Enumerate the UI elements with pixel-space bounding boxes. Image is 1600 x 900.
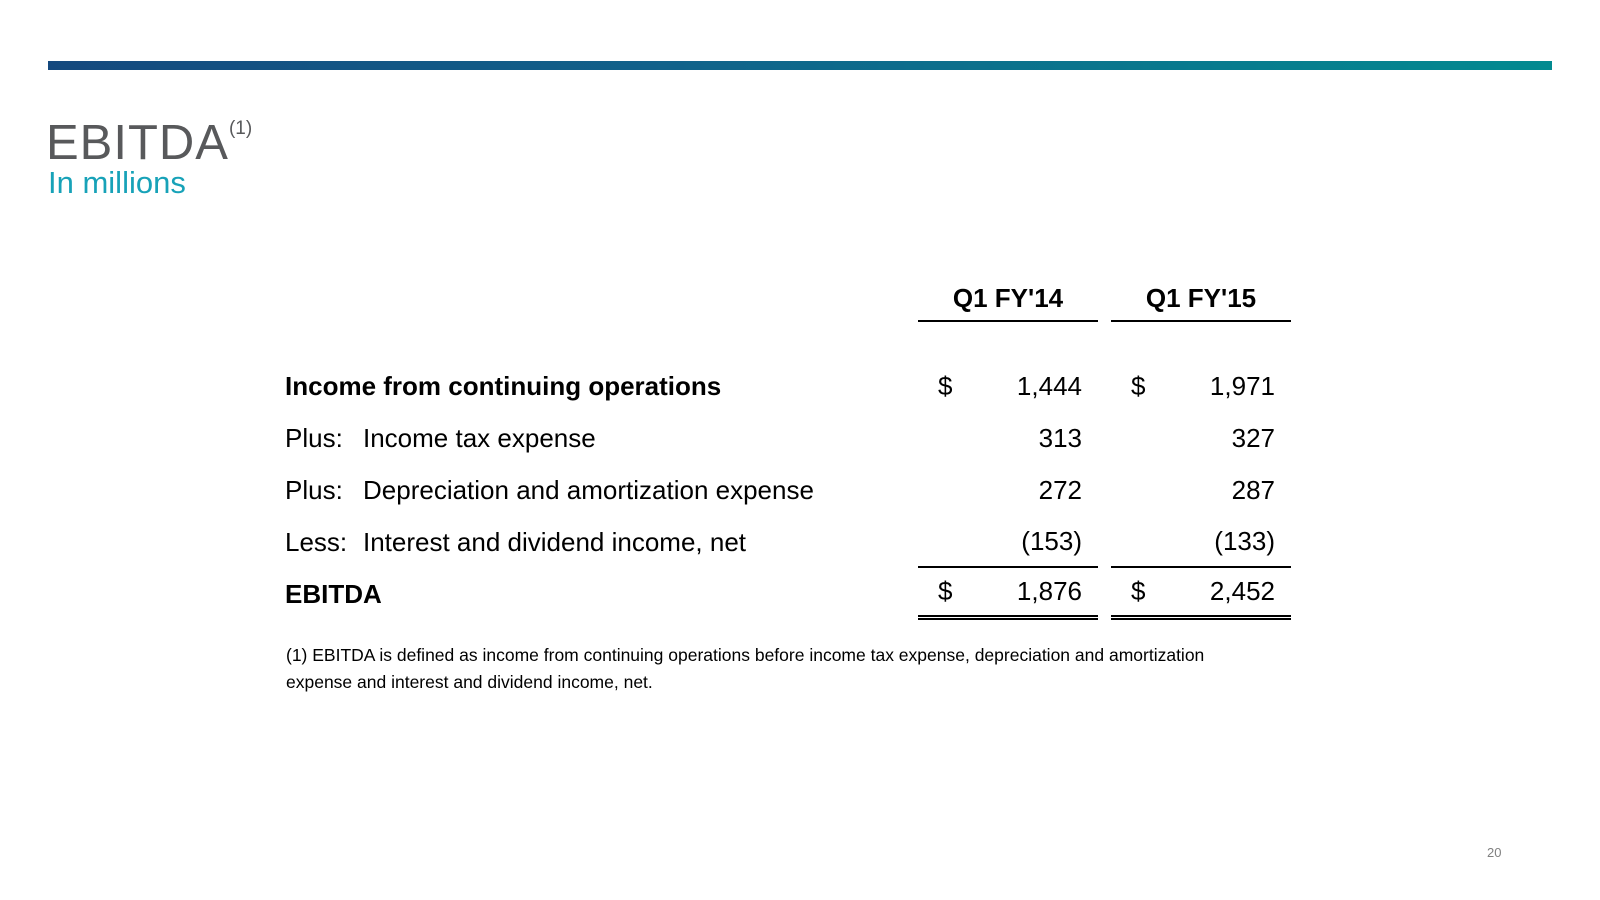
row-label: Income from continuing operations [285,370,722,401]
accent-gradient-bar [48,61,1552,70]
cell-value: 1,444 [1016,370,1082,401]
cell-value: 2,452 [1209,576,1275,606]
subtitle: In millions [48,165,186,200]
table-row: Plus: Income tax expense 313 327 [285,412,1291,464]
ebitda-table: Q1 FY'14 Q1 FY'15 Income from continuing… [285,274,1291,620]
row-prefix: Plus: [285,422,343,453]
table-row: Income from continuing operations $1,444… [285,360,1291,412]
cell-fy14: $1,444 [918,360,1098,412]
row-prefix: Less: [285,526,348,557]
cell-fy14: 313 [918,412,1098,464]
column-header-q1fy15: Q1 FY'15 [1111,274,1291,322]
cell-fy15: 287 [1111,464,1291,516]
table-row-total: EBITDA $1,876 $2,452 [285,568,1291,620]
table-header-row: Q1 FY'14 Q1 FY'15 [285,274,1291,322]
cell-value: 313 [1038,422,1082,453]
row-prefix: Plus: [285,474,343,505]
currency-symbol: $ [938,576,953,606]
title-footnote-marker: (1) [228,117,253,139]
cell-value: 327 [1231,422,1275,453]
row-label: EBITDA [285,578,382,609]
cell-fy15: $2,452 [1111,568,1291,620]
currency-symbol: $ [1131,576,1146,606]
table-row: Plus: Depreciation and amortization expen… [285,464,1291,516]
currency-symbol: $ [938,370,953,401]
cell-fy15: 327 [1111,412,1291,464]
footnote: (1) EBITDA is defined as income from con… [286,645,1205,692]
cell-fy15: (133) [1111,516,1291,568]
row-label: Depreciation and amortization expense [363,474,814,505]
cell-fy14: (153) [918,516,1098,568]
cell-value: (153) [1021,525,1082,556]
currency-symbol: $ [1131,370,1146,401]
row-label: Income tax expense [363,422,596,453]
cell-value: 1,876 [1016,576,1082,606]
row-label: Interest and dividend income, net [363,526,747,557]
cell-fy14: 272 [918,464,1098,516]
page-title-text: EBITDA [46,115,229,170]
cell-value: 287 [1231,474,1275,505]
cell-value: (133) [1214,525,1275,556]
header-spacer [285,274,905,322]
cell-value: 1,971 [1209,370,1275,401]
column-header-q1fy14: Q1 FY'14 [918,274,1098,322]
cell-value: 272 [1038,474,1082,505]
table-row: Less: Interest and dividend income, net (… [285,516,1291,568]
page-title: EBITDA(1) [46,115,253,171]
page-number: 20 [1487,845,1502,860]
table-body: Income from continuing operations $1,444… [285,360,1291,620]
cell-fy14: $1,876 [918,568,1098,620]
cell-fy15: $1,971 [1111,360,1291,412]
